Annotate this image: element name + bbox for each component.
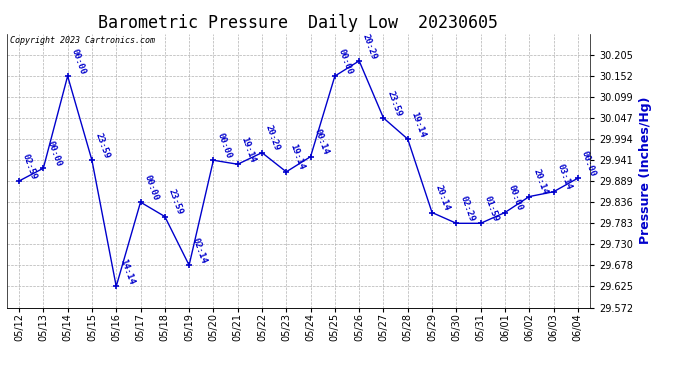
Text: 00:00: 00:00 xyxy=(46,140,63,168)
Text: 20:29: 20:29 xyxy=(361,32,379,60)
Text: 14:14: 14:14 xyxy=(118,258,136,286)
Text: 01:59: 01:59 xyxy=(482,195,500,223)
Text: 00:00: 00:00 xyxy=(215,132,233,160)
Text: 23:59: 23:59 xyxy=(94,132,112,160)
Text: 02:59: 02:59 xyxy=(21,152,39,181)
Text: 00:14: 00:14 xyxy=(313,128,330,156)
Text: 20:14: 20:14 xyxy=(434,184,452,212)
Y-axis label: Pressure (Inches/Hg): Pressure (Inches/Hg) xyxy=(639,97,651,244)
Text: 00:00: 00:00 xyxy=(142,173,160,202)
Text: 20:29: 20:29 xyxy=(264,124,282,152)
Text: 19:14: 19:14 xyxy=(410,110,427,139)
Text: 23:59: 23:59 xyxy=(167,188,184,216)
Text: 02:29: 02:29 xyxy=(458,195,476,223)
Text: 00:00: 00:00 xyxy=(580,150,598,178)
Text: 00:00: 00:00 xyxy=(337,47,355,76)
Text: 20:14: 20:14 xyxy=(531,168,549,196)
Text: 02:14: 02:14 xyxy=(191,237,208,265)
Text: 03:14: 03:14 xyxy=(555,163,573,191)
Text: Copyright 2023 Cartronics.com: Copyright 2023 Cartronics.com xyxy=(10,36,155,45)
Title: Barometric Pressure  Daily Low  20230605: Barometric Pressure Daily Low 20230605 xyxy=(99,14,498,32)
Text: 00:00: 00:00 xyxy=(70,47,87,76)
Text: 23:59: 23:59 xyxy=(386,89,403,117)
Text: 19:14: 19:14 xyxy=(288,143,306,171)
Text: 00:00: 00:00 xyxy=(507,184,524,212)
Text: 19:14: 19:14 xyxy=(239,135,257,164)
